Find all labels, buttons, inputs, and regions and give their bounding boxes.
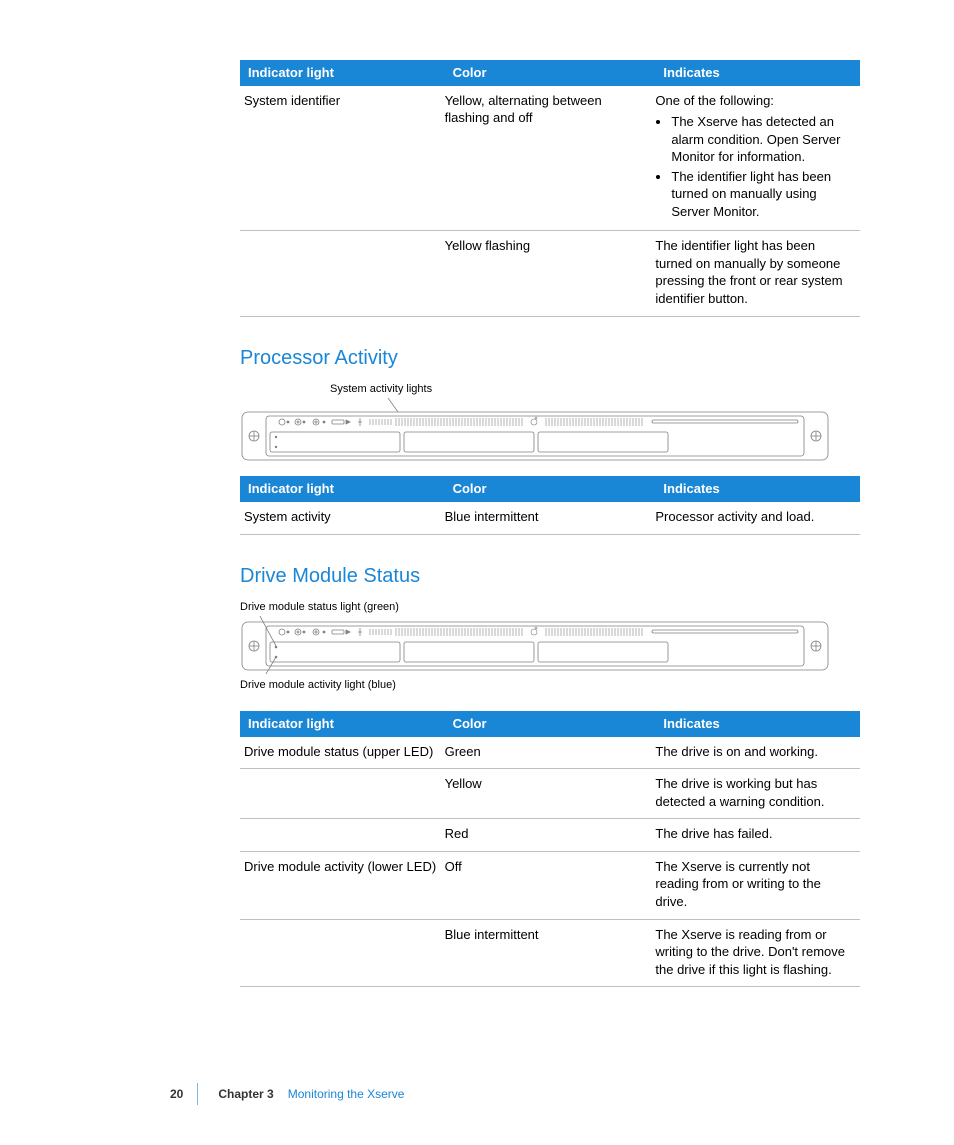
th-indicates: Indicates [655,711,860,737]
cell-indicates: The Xserve is currently not reading from… [655,851,860,919]
bullet-item: The Xserve has detected an alarm conditi… [671,113,852,166]
page-number: 20 [170,1083,198,1105]
diagram-drive [240,616,860,674]
table-row: System activity Blue intermittent Proces… [240,502,860,534]
cell-indicator: System identifier [240,86,445,231]
cell-indicates: One of the following: The Xserve has det… [655,86,860,231]
table-row: Yellow The drive is working but has dete… [240,769,860,819]
th-indicates: Indicates [655,60,860,86]
server-front-panel-svg [240,616,830,674]
chapter-title: Monitoring the Xserve [288,1086,405,1102]
table-row: Blue intermittent The Xserve is reading … [240,919,860,987]
cell-color: Red [445,819,656,852]
cell-indicates: The identifier light has been turned on … [655,231,860,316]
cell-indicator: System activity [240,502,445,534]
cell-indicates: The Xserve is reading from or writing to… [655,919,860,987]
th-indicator: Indicator light [240,476,445,502]
cell-color: Green [445,737,656,769]
th-indicator: Indicator light [240,60,445,86]
diagram-caption-bottom: Drive module activity light (blue) [240,678,860,693]
table-row: Drive module status (upper LED) Green Th… [240,737,860,769]
indicator-table-1: Indicator light Color Indicates System i… [240,60,860,317]
bullet-item: The identifier light has been turned on … [671,168,852,221]
th-color: Color [445,476,656,502]
cell-indicates: The drive is on and working. [655,737,860,769]
page-footer: 20 Chapter 3 Monitoring the Xserve [170,1083,404,1105]
cell-indicator [240,819,445,852]
diagram-caption-top: Drive module status light (green) [240,600,860,615]
cell-indicator: Drive module status (upper LED) [240,737,445,769]
cell-color: Off [445,851,656,919]
cell-indicator [240,769,445,819]
diagram-processor: System activity lights [240,382,860,463]
indicator-table-2: Indicator light Color Indicates System a… [240,476,860,534]
table-row: Yellow flashing The identifier light has… [240,231,860,316]
heading-processor-activity: Processor Activity [240,345,860,372]
cell-indicates: The drive is working but has detected a … [655,769,860,819]
cell-color: Yellow [445,769,656,819]
bullet-list: The Xserve has detected an alarm conditi… [655,113,852,220]
cell-indicates: Processor activity and load. [655,502,860,534]
cell-color: Yellow, alternating between flashing and… [445,86,656,231]
cell-indicates: The drive has failed. [655,819,860,852]
th-indicator: Indicator light [240,711,445,737]
cell-indicator: Drive module activity (lower LED) [240,851,445,919]
diagram-caption-top: System activity lights [330,382,860,397]
cell-lead: One of the following: [655,93,774,108]
cell-indicator [240,231,445,316]
table-row: System identifier Yellow, alternating be… [240,86,860,231]
cell-color: Blue intermittent [445,502,656,534]
heading-drive-module-status: Drive Module Status [240,563,860,590]
server-front-panel-svg [240,398,830,462]
table-row: Drive module activity (lower LED) Off Th… [240,851,860,919]
cell-color: Yellow flashing [445,231,656,316]
th-color: Color [445,711,656,737]
cell-color: Blue intermittent [445,919,656,987]
cell-indicator [240,919,445,987]
chapter-label: Chapter 3 [218,1086,273,1102]
indicator-table-3: Indicator light Color Indicates Drive mo… [240,711,860,987]
th-color: Color [445,60,656,86]
table-row: Red The drive has failed. [240,819,860,852]
th-indicates: Indicates [655,476,860,502]
